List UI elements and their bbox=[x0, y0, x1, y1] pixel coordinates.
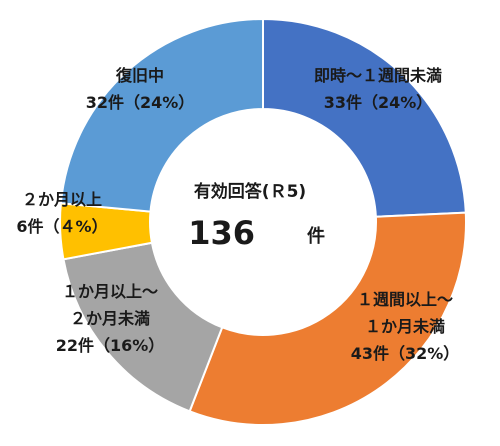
slice-label-2-line-0: １か月以上～ bbox=[62, 282, 158, 301]
center-unit: 件 bbox=[307, 225, 325, 247]
center-title: 有効回答(Ｒ5) bbox=[194, 181, 306, 202]
center-value: 136 bbox=[188, 214, 255, 252]
donut-slice-0 bbox=[262, 17, 467, 218]
slice-label-1-line-1: １か月未満 bbox=[365, 317, 445, 336]
slice-label-3: ２か月以上 6件（４%） bbox=[16, 190, 107, 236]
slice-label-3-line-0: ２か月以上 bbox=[22, 190, 102, 209]
slice-label-0-line-1: 33件（24%） bbox=[324, 93, 433, 112]
donut-center: 有効回答(Ｒ5) 136 件 bbox=[188, 181, 325, 252]
slice-label-0: 即時～１週間未満 33件（24%） bbox=[314, 66, 442, 112]
donut-slices bbox=[59, 17, 467, 426]
donut-slice-2 bbox=[62, 241, 224, 413]
donut-slice-4 bbox=[59, 17, 264, 213]
slice-label-1-line-2: 43件（32%） bbox=[351, 344, 460, 363]
slice-label-2-line-1: ２か月未満 bbox=[70, 309, 150, 328]
slice-label-3-line-1: 6件（４%） bbox=[16, 217, 107, 236]
slice-label-4-line-1: 32件（24%） bbox=[86, 93, 195, 112]
slice-label-2: １か月以上～ ２か月未満 22件（16%） bbox=[56, 282, 165, 355]
slice-label-1-line-0: １週間以上～ bbox=[357, 290, 453, 309]
slice-label-1: １週間以上～ １か月未満 43件（32%） bbox=[351, 290, 460, 363]
slice-label-0-line-0: 即時～１週間未満 bbox=[314, 66, 442, 85]
slice-label-2-line-2: 22件（16%） bbox=[56, 336, 165, 355]
slice-label-4-line-0: 復旧中 bbox=[115, 66, 164, 85]
donut-slice-1 bbox=[188, 211, 467, 426]
slice-labels: 即時～１週間未満 33件（24%） １週間以上～ １か月未満 43件（32%） １か月以上… bbox=[16, 66, 459, 363]
slice-label-4: 復旧中 32件（24%） bbox=[86, 66, 195, 112]
